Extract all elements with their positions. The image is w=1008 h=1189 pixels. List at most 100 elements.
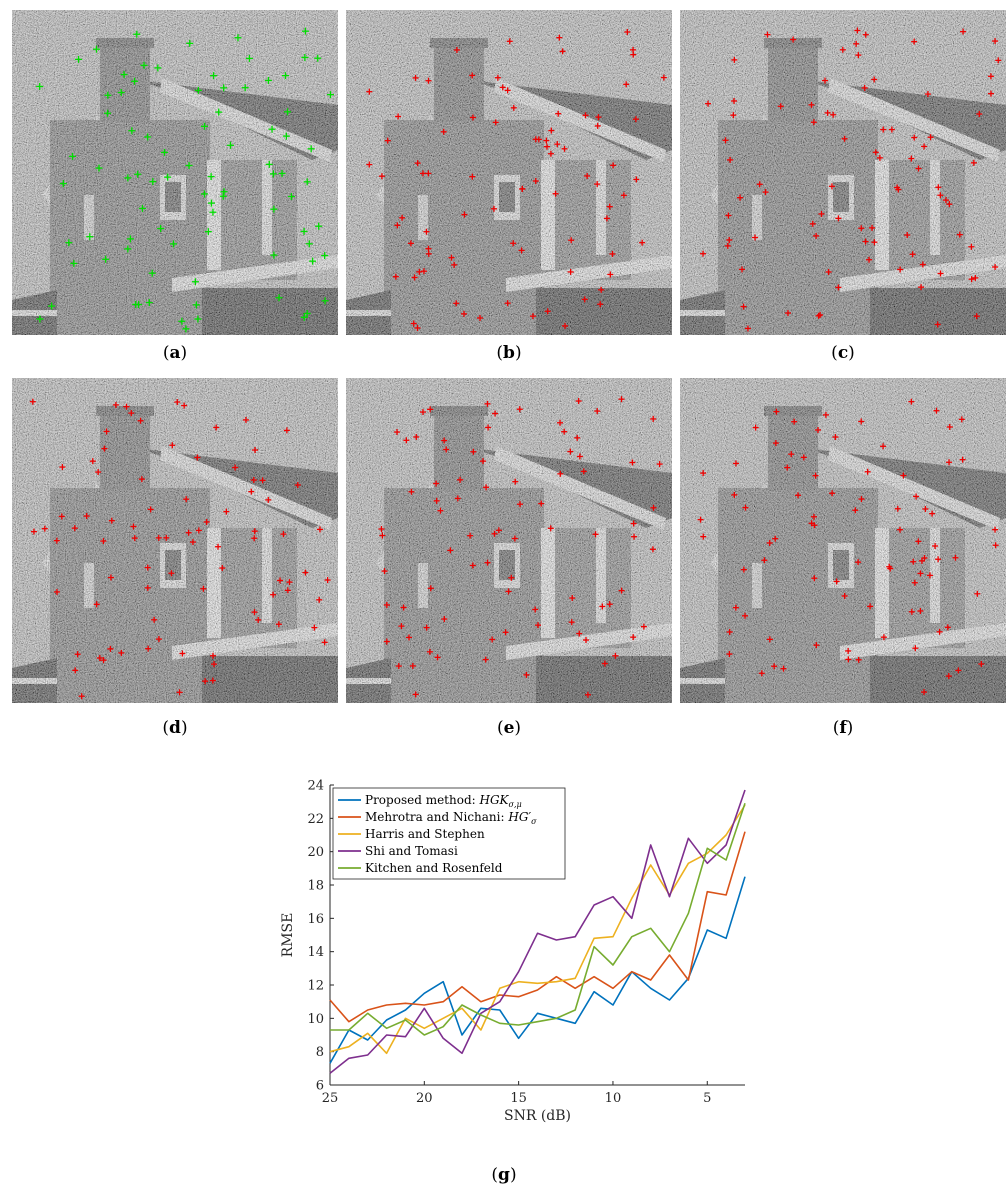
corner-marker — [414, 160, 421, 167]
corner-marker — [59, 464, 66, 471]
corner-marker — [384, 137, 391, 144]
corner-marker — [700, 250, 707, 257]
corner-marker — [862, 238, 869, 245]
corner-marker — [777, 103, 784, 110]
corner-marker — [835, 284, 842, 291]
corner-marker — [992, 526, 999, 533]
corner-marker — [946, 201, 953, 208]
corner-marker — [609, 250, 616, 257]
corner-marker — [194, 86, 202, 94]
corner-marker — [427, 406, 434, 413]
corner-marker — [413, 433, 420, 440]
corner-marker — [876, 154, 883, 161]
corner-marker — [174, 399, 181, 406]
corner-marker — [557, 419, 564, 426]
corner-marker — [211, 661, 218, 668]
series-line-5 — [330, 803, 746, 1036]
rmse-chart: 25 20 15 10 5 6 8 10 12 14 16 18 20 22 24 SNR (dB) RMSE P… — [270, 770, 770, 1150]
corner-marker — [517, 501, 524, 508]
corner-marker — [650, 415, 657, 422]
caption-c: (c) — [831, 343, 855, 363]
corner-marker — [908, 155, 915, 162]
corner-marker — [303, 178, 311, 186]
corner-marker — [265, 496, 272, 503]
corner-marker — [29, 398, 36, 405]
corner-marker — [309, 257, 317, 265]
corner-marker — [630, 51, 637, 58]
corner-marker — [123, 403, 130, 410]
corner-marker — [151, 616, 158, 623]
corner-marker — [512, 478, 519, 485]
x-axis-label: SNR (dB) — [504, 1108, 571, 1124]
corner-marker — [148, 269, 156, 277]
corner-marker — [740, 303, 747, 310]
corner-marker — [547, 150, 554, 157]
corner-marker — [316, 526, 323, 533]
corner-marker — [973, 313, 980, 320]
x-tick-label: 20 — [416, 1091, 433, 1106]
corner-marker — [461, 310, 468, 317]
corner-marker — [867, 603, 874, 610]
corner-marker — [697, 516, 704, 523]
corner-marker — [756, 181, 763, 188]
corner-marker — [407, 240, 414, 247]
y-tick-label: 24 — [307, 779, 324, 794]
corner-marker — [516, 406, 523, 413]
noise-overlay — [680, 10, 1006, 335]
corner-marker — [926, 572, 933, 579]
corner-marker — [506, 38, 513, 45]
corner-marker — [502, 629, 509, 636]
corner-marker — [461, 211, 468, 218]
corner-marker — [800, 454, 807, 461]
corner-marker — [633, 176, 640, 183]
corner-marker — [269, 170, 277, 178]
corner-marker — [469, 114, 476, 121]
series-line-1 — [329, 876, 746, 1064]
corner-marker — [547, 525, 554, 532]
corner-marker — [766, 636, 773, 643]
corner-marker — [523, 671, 530, 678]
corner-marker — [191, 278, 199, 286]
corner-marker — [124, 174, 132, 182]
corner-marker — [281, 72, 289, 80]
corner-marker — [420, 268, 427, 275]
corner-marker — [855, 52, 862, 59]
corner-marker — [409, 662, 416, 669]
corner-marker — [192, 301, 200, 309]
corner-marker — [897, 266, 904, 273]
corner-marker — [813, 642, 820, 649]
corner-marker — [451, 261, 458, 268]
corner-marker — [101, 445, 108, 452]
corner-marker — [992, 38, 999, 45]
corner-marker — [483, 484, 490, 491]
corner-marker — [399, 214, 406, 221]
corner-marker — [732, 460, 739, 467]
corner-marker — [477, 314, 484, 321]
noisy-house-image-f — [680, 378, 1006, 703]
corner-marker — [406, 634, 413, 641]
corner-marker — [559, 48, 566, 55]
corner-marker — [453, 300, 460, 307]
corner-marker — [181, 402, 188, 409]
corner-marker — [200, 190, 208, 198]
corner-marker — [96, 655, 103, 662]
caption-g: (g) — [491, 1165, 517, 1185]
corner-marker — [730, 112, 737, 119]
corner-marker — [194, 315, 202, 323]
corner-marker — [595, 114, 602, 121]
corner-marker — [574, 434, 581, 441]
corner-marker — [441, 616, 448, 623]
corner-marker — [972, 274, 979, 281]
corner-marker — [124, 245, 132, 253]
corner-marker — [764, 31, 771, 38]
corner-marker — [946, 459, 953, 466]
corner-marker — [234, 34, 242, 42]
corner-marker — [59, 180, 67, 188]
corner-marker — [942, 197, 949, 204]
corner-marker — [71, 525, 78, 532]
corner-marker — [945, 673, 952, 680]
corner-marker — [598, 286, 605, 293]
corner-marker — [841, 135, 848, 142]
corner-marker — [185, 529, 192, 536]
corner-marker — [821, 77, 828, 84]
